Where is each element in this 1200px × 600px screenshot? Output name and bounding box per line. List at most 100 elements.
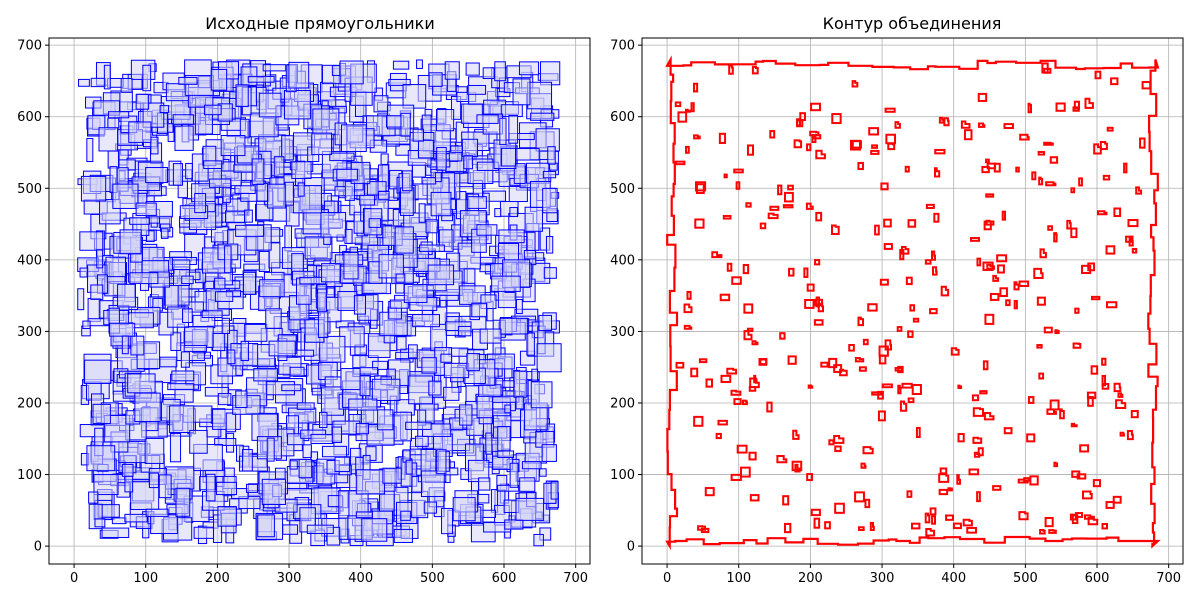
- hole-outline: [742, 263, 750, 275]
- rectangle-mark: [247, 75, 275, 83]
- rectangle-mark: [193, 526, 214, 539]
- hole-outline: [828, 439, 835, 446]
- hole-outline: [815, 296, 821, 308]
- rectangle-mark: [361, 518, 388, 542]
- rectangle-mark: [343, 251, 359, 280]
- rectangle-mark: [182, 308, 193, 323]
- rectangle-mark: [170, 332, 182, 351]
- rectangle-mark: [111, 517, 127, 525]
- rectangle-mark: [412, 128, 424, 142]
- rectangle-mark: [124, 475, 134, 493]
- rectangle-mark: [251, 413, 278, 441]
- rectangle-mark: [494, 208, 502, 218]
- rectangle-mark: [539, 468, 547, 477]
- y-tick-label: 600: [17, 110, 42, 125]
- rectangle-mark: [450, 96, 462, 120]
- rectangle-mark: [214, 277, 226, 290]
- rectangle-mark: [107, 150, 119, 169]
- rectangle-mark: [368, 218, 382, 228]
- hole-outline: [715, 432, 722, 440]
- hole-outline: [693, 415, 704, 427]
- rectangle-mark: [92, 403, 111, 425]
- rectangle-mark: [96, 249, 104, 269]
- hole-outline: [743, 303, 754, 314]
- rectangle-mark: [79, 267, 89, 278]
- hole-outline: [1105, 501, 1115, 509]
- hole-outline: [911, 522, 921, 530]
- hole-outline: [983, 220, 992, 231]
- hole-outline: [1101, 357, 1107, 366]
- rectangle-mark: [497, 426, 511, 452]
- rectangle-mark: [389, 299, 410, 309]
- x-tick-label: 700: [1156, 571, 1181, 586]
- rectangle-mark: [302, 444, 312, 459]
- rectangle-mark: [513, 370, 528, 398]
- hole-outline: [973, 451, 981, 458]
- rectangle-mark: [319, 335, 346, 363]
- hole-outline: [1033, 267, 1044, 279]
- rectangle-mark: [444, 61, 460, 80]
- rectangle-mark: [499, 117, 507, 146]
- hole-outline: [904, 165, 910, 173]
- rectangle-mark: [519, 477, 536, 492]
- hole-outline: [831, 224, 840, 235]
- hole-outline: [848, 343, 855, 352]
- hole-outline: [871, 144, 878, 149]
- hole-outline: [796, 118, 804, 128]
- rectangle-mark: [82, 320, 91, 330]
- hole-outline: [1081, 264, 1092, 275]
- y-tick-label: 700: [17, 39, 42, 54]
- hole-outline: [960, 120, 971, 129]
- hole-outline: [901, 382, 913, 389]
- rectangle-mark: [479, 328, 502, 344]
- rectangle-mark: [396, 336, 407, 351]
- rectangle-mark: [365, 446, 377, 461]
- hole-outline: [1043, 141, 1054, 146]
- hole-outline: [1135, 186, 1143, 195]
- rectangle-mark: [348, 398, 378, 411]
- hole-outline: [945, 514, 954, 521]
- rectangle-mark: [476, 395, 494, 419]
- rectangle-mark: [340, 368, 361, 391]
- y-tick-label: 300: [610, 325, 635, 340]
- rectangle-mark: [497, 484, 520, 492]
- y-tick-label: 200: [610, 396, 635, 411]
- y-tick-label: 100: [17, 468, 42, 483]
- rectangle-mark: [498, 229, 525, 244]
- hole-outline: [947, 487, 953, 492]
- hole-outline: [877, 410, 886, 422]
- hole-outline: [869, 521, 875, 531]
- hole-outline: [943, 117, 950, 127]
- rectangle-mark: [541, 444, 557, 462]
- rectangle-mark: [491, 275, 521, 292]
- rectangle-mark: [430, 191, 452, 217]
- rectangle-mark: [209, 178, 232, 188]
- hole-outline: [794, 463, 801, 473]
- hole-outline: [1053, 232, 1058, 243]
- rectangle-mark: [434, 172, 442, 183]
- rectangle-mark: [227, 349, 236, 365]
- hole-outline: [963, 129, 973, 141]
- rectangle-mark: [240, 340, 249, 362]
- rectangle-mark: [253, 368, 278, 382]
- hole-outline: [1054, 329, 1060, 334]
- rectangle-mark: [121, 463, 134, 477]
- rectangle-mark: [504, 404, 512, 414]
- hole-outline: [805, 202, 814, 210]
- hole-outline: [878, 345, 889, 357]
- rectangle-mark: [341, 124, 367, 153]
- rectangle-mark: [251, 158, 265, 185]
- hole-outline: [899, 400, 908, 412]
- rectangle-mark: [205, 473, 216, 502]
- rectangle-mark: [109, 322, 136, 337]
- rectangle-mark: [329, 152, 355, 162]
- hole-outline: [1091, 295, 1101, 301]
- hole-outline: [857, 316, 864, 327]
- y-tick-label: 400: [17, 253, 42, 268]
- rectangle-mark: [359, 375, 371, 397]
- hole-outline: [976, 491, 981, 503]
- rectangle-mark: [534, 252, 545, 261]
- rectangle-mark: [291, 161, 312, 179]
- hole-outline: [897, 365, 904, 374]
- rectangle-mark: [540, 61, 561, 86]
